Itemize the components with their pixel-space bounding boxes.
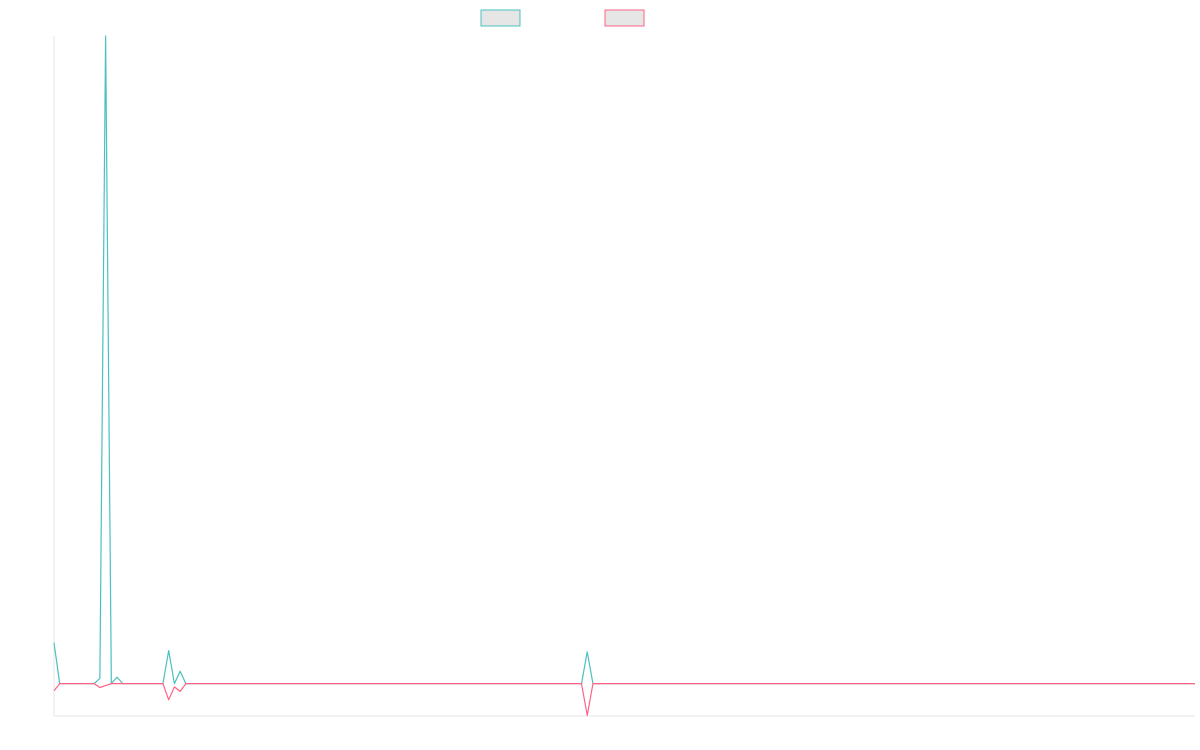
legend-swatch — [480, 9, 521, 27]
series-line — [53, 35, 1195, 685]
series-line — [53, 683, 1195, 716]
legend-swatch — [604, 9, 645, 27]
